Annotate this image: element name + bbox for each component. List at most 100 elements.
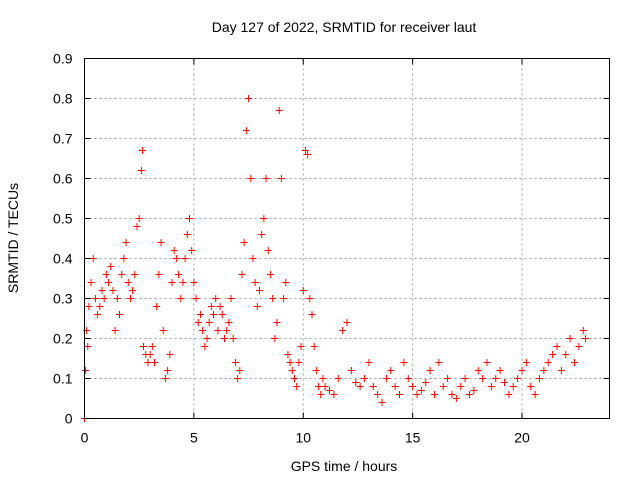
data-point (536, 375, 543, 382)
x-tick-label: 0 (81, 430, 89, 446)
data-point (260, 215, 268, 222)
data-point (91, 295, 99, 302)
data-point (111, 327, 119, 334)
data-point (562, 351, 570, 358)
data-point (229, 335, 237, 342)
data-point (282, 279, 290, 286)
data-point (131, 271, 139, 278)
data-point (483, 359, 491, 366)
data-point (140, 343, 148, 350)
data-point (571, 359, 578, 366)
data-point (135, 215, 143, 222)
data-point (105, 279, 113, 286)
data-point (238, 271, 246, 278)
data-point (321, 383, 329, 390)
data-point (457, 383, 465, 390)
data-point (317, 391, 325, 398)
data-point (549, 351, 557, 358)
data-point (474, 367, 482, 374)
data-point (284, 351, 292, 358)
data-point (148, 343, 156, 350)
data-point (514, 375, 522, 382)
data-point (157, 239, 165, 246)
data-point (172, 255, 180, 262)
grid-layer (84, 58, 610, 419)
data-point (286, 359, 294, 366)
data-point (214, 327, 222, 334)
data-point (306, 295, 314, 302)
data-point (161, 375, 169, 382)
data-point (293, 383, 301, 390)
y-tick-label: 0.3 (53, 291, 73, 307)
data-point (179, 279, 187, 286)
data-point (505, 391, 513, 398)
y-tick-label: 0.9 (53, 51, 73, 67)
y-tick-label: 0 (65, 411, 73, 427)
chart-title: Day 127 of 2022, SRMTID for receiver lau… (212, 19, 477, 35)
data-point (301, 147, 309, 154)
data-point (85, 303, 93, 310)
data-point (240, 239, 248, 246)
data-point (343, 319, 351, 326)
data-point (236, 367, 244, 374)
data-point (315, 383, 323, 390)
data-point (264, 247, 272, 254)
data-point (87, 279, 95, 286)
data-point (461, 375, 469, 382)
data-point (129, 287, 137, 294)
data-point (361, 375, 368, 382)
data-point (581, 335, 589, 342)
data-point (404, 375, 412, 382)
data-point (177, 295, 185, 302)
data-point (251, 279, 259, 286)
data-point (256, 287, 263, 294)
data-point (487, 383, 495, 390)
data-point (387, 367, 395, 374)
data-point (557, 367, 565, 374)
data-point (138, 147, 146, 154)
data-point (365, 359, 373, 366)
data-point (266, 271, 274, 278)
data-point (435, 359, 443, 366)
data-point (207, 303, 215, 310)
data-point (122, 239, 130, 246)
data-point (382, 375, 390, 382)
data-point (155, 271, 163, 278)
x-tick-label: 5 (190, 430, 198, 446)
data-point (116, 311, 123, 318)
data-point (271, 335, 279, 342)
data-point (330, 391, 338, 398)
y-tick-label: 0.5 (53, 211, 73, 227)
data-point (466, 391, 473, 398)
data-point (144, 359, 152, 366)
data-point (203, 335, 211, 342)
data-point (151, 359, 158, 366)
data-point (575, 343, 583, 350)
data-point (190, 279, 198, 286)
data-point (82, 367, 90, 374)
data-point (133, 223, 141, 230)
data-point (531, 391, 539, 398)
data-point (299, 287, 307, 294)
data-point (400, 359, 408, 366)
data-point (225, 319, 233, 326)
data-point (518, 367, 526, 374)
data-point (242, 127, 250, 134)
data-point (107, 263, 115, 270)
data-point (227, 295, 235, 302)
data-point (231, 359, 239, 366)
data-point (452, 395, 460, 402)
data-point (245, 95, 253, 102)
data-point (501, 379, 508, 386)
data-point (288, 367, 296, 374)
y-tick-label: 0.2 (53, 331, 73, 347)
data-point (378, 399, 386, 406)
data-point (212, 295, 220, 302)
data-point (221, 335, 228, 342)
data-point (291, 375, 298, 382)
data-point (126, 295, 134, 302)
data-point (96, 303, 104, 310)
data-point (334, 375, 342, 382)
